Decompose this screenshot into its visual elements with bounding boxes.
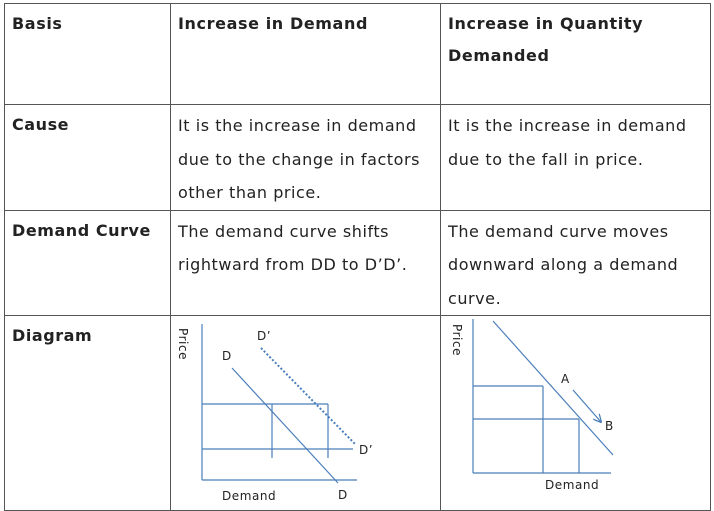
- d2-label-b: B: [605, 419, 614, 433]
- header-row: Basis Increase in Demand Increase in Qua…: [4, 3, 711, 105]
- diagram-increase-in-demand: Price D D’ D’ D Demand: [170, 315, 441, 511]
- row-diagram: Diagram Price D D’ D’ D Demand: [4, 315, 711, 511]
- comparison-table: Basis Increase in Demand Increase in Qua…: [4, 3, 711, 511]
- row-label-diagram: Diagram: [4, 315, 171, 511]
- d1-demand-curve-shifted: [260, 347, 357, 446]
- row-label-cause: Cause: [4, 104, 171, 211]
- d1-label-d-shifted-bottom: D’: [359, 443, 373, 457]
- header-increase-in-quantity-demanded: Increase in Quantity Demanded: [440, 3, 711, 105]
- d2-x-axis-label: Demand: [545, 478, 599, 492]
- d2-movement-arrow: [572, 389, 601, 422]
- d1-y-axis-label: Price: [176, 328, 190, 360]
- d2-y-axis-label: Price: [450, 324, 464, 356]
- demand-curve-increase-in-quantity-demanded: The demand curve moves downward along a …: [440, 209, 711, 316]
- d1-label-d-shifted-top: D’: [257, 329, 271, 343]
- diagram-increase-in-quantity-demanded: Price A B Demand: [440, 315, 711, 511]
- header-basis: Basis: [4, 3, 171, 105]
- movement-along-curve-diagram: Price A B Demand: [450, 319, 614, 492]
- d1-label-d-bottom: D: [338, 488, 348, 502]
- d2-demand-curve: [492, 320, 614, 456]
- cause-increase-in-demand: It is the increase in demand due to the …: [170, 104, 441, 211]
- d1-x-axis-label: Demand: [222, 489, 276, 503]
- cause-increase-in-quantity-demanded: It is the increase in demand due to the …: [440, 104, 711, 211]
- row-label-demand-curve: Demand Curve: [4, 209, 171, 316]
- row-cause: Cause It is the increase in demand due t…: [4, 104, 711, 211]
- d1-demand-curve-dd: [231, 367, 339, 484]
- row-demand-curve: Demand Curve The demand curve shifts rig…: [4, 209, 711, 316]
- d1-label-d-top: D: [222, 349, 232, 363]
- demand-curve-increase-in-demand: The demand curve shifts rightward from D…: [170, 209, 441, 316]
- d2-label-a: A: [561, 372, 570, 386]
- header-increase-in-demand: Increase in Demand: [170, 3, 441, 105]
- demand-shift-diagram: Price D D’ D’ D Demand: [176, 324, 373, 503]
